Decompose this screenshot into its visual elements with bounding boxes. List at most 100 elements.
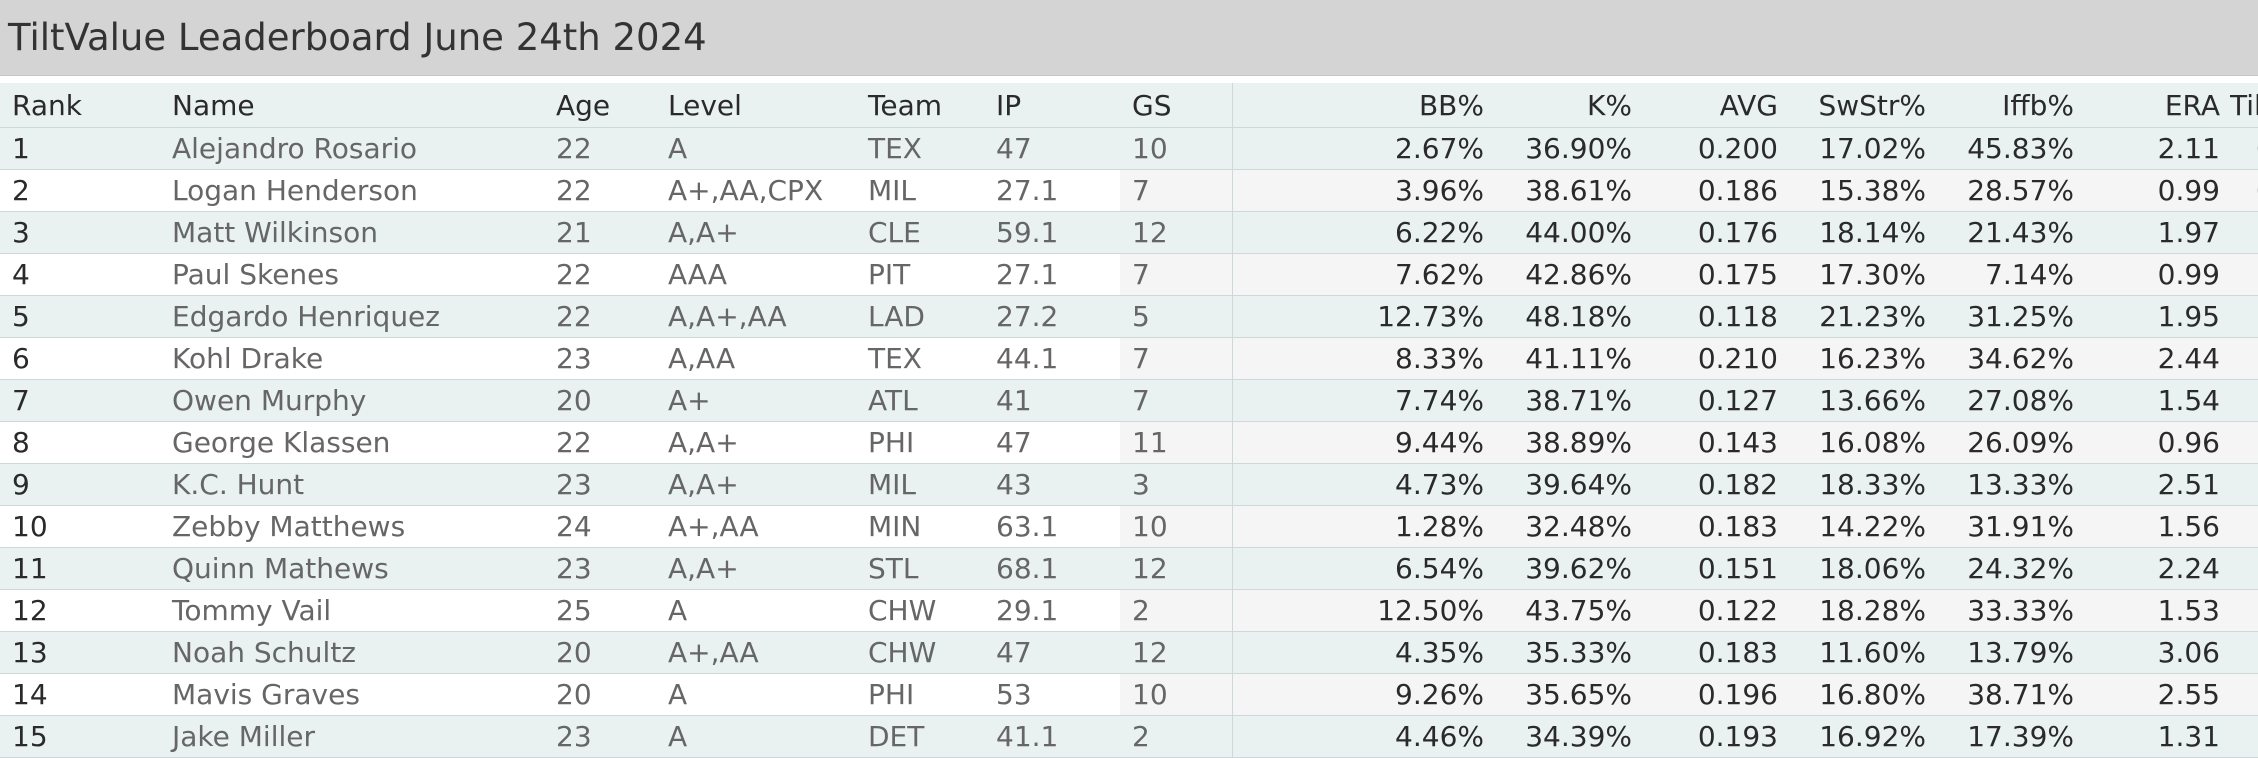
cell-k-pct: 38.61% (1494, 169, 1642, 212)
header-age: Age (544, 83, 656, 128)
cell-tiltvalue: 55.98 (2230, 337, 2258, 380)
cell-k-pct: 48.18% (1494, 295, 1642, 338)
table-row: 1 Alejandro Rosario 22 A TEX 47 10 2.67% 36.90% 0… (0, 127, 2258, 170)
cell-tiltvalue: 58.29 (2230, 253, 2258, 296)
cell-era: 0.99 (2084, 253, 2230, 296)
cell-bb-pct: 3.96% (1231, 169, 1494, 212)
cell-era: 1.54 (2084, 379, 2230, 422)
cell-swstr-pct: 17.30% (1788, 253, 1936, 296)
cell-level: A (656, 673, 856, 716)
cell-name: Noah Schultz (160, 631, 544, 674)
cell-tiltvalue: 54.13 (2230, 547, 2258, 590)
header-tiltvalue: TiltValue (2230, 83, 2258, 128)
table-row: 15 Jake Miller 23 A DET 41.1 2 4.46% 34.39% 0.193… (0, 715, 2258, 758)
cell-k-pct: 35.65% (1494, 673, 1642, 716)
cell-bb-pct: 4.35% (1231, 631, 1494, 674)
cell-iffb-pct: 45.83% (1936, 127, 2084, 170)
cell-team: PHI (856, 673, 984, 716)
header-rank: Rank (0, 83, 160, 128)
cell-level: A (656, 127, 856, 170)
cell-iffb-pct: 7.14% (1936, 253, 2084, 296)
cell-bb-pct: 12.73% (1231, 295, 1494, 338)
cell-ip: 68.1 (984, 547, 1120, 590)
cell-rank: 10 (0, 505, 160, 548)
cell-team: TEX (856, 337, 984, 380)
cell-tiltvalue: 63.22 (2230, 127, 2258, 170)
cell-level: A+,AA (656, 505, 856, 548)
cell-avg: 0.122 (1642, 589, 1788, 632)
cell-level: A (656, 715, 856, 758)
cell-name: Paul Skenes (160, 253, 544, 296)
cell-iffb-pct: 34.62% (1936, 337, 2084, 380)
cell-age: 25 (544, 589, 656, 632)
cell-rank: 8 (0, 421, 160, 464)
cell-swstr-pct: 21.23% (1788, 295, 1936, 338)
cell-avg: 0.118 (1642, 295, 1788, 338)
cell-swstr-pct: 16.92% (1788, 715, 1936, 758)
cell-ip: 29.1 (984, 589, 1120, 632)
header-ip: IP (984, 83, 1120, 128)
cell-avg: 0.186 (1642, 169, 1788, 212)
cell-avg: 0.200 (1642, 127, 1788, 170)
cell-era: 2.24 (2084, 547, 2230, 590)
table-row: 2 Logan Henderson 22 A+,AA,CPX MIL 27.1 7 3.96%… (0, 169, 2258, 212)
cell-name: Jake Miller (160, 715, 544, 758)
cell-name: Tommy Vail (160, 589, 544, 632)
cell-swstr-pct: 17.02% (1788, 127, 1936, 170)
cell-tiltvalue: 50.78 (2230, 631, 2258, 674)
cell-rank: 15 (0, 715, 160, 758)
cell-tiltvalue: 59.73 (2230, 211, 2258, 254)
cell-iffb-pct: 13.79% (1936, 631, 2084, 674)
cell-avg: 0.210 (1642, 337, 1788, 380)
cell-gs: 3 (1120, 463, 1232, 506)
table-row: 14 Mavis Graves 20 A PHI 53 10 9.26% 35.65% 0.196… (0, 673, 2258, 716)
cell-iffb-pct: 27.08% (1936, 379, 2084, 422)
cell-age: 22 (544, 169, 656, 212)
cell-rank: 9 (0, 463, 160, 506)
cell-ip: 27.1 (984, 253, 1120, 296)
cell-age: 23 (544, 715, 656, 758)
cell-level: A+ (656, 379, 856, 422)
cell-team: PHI (856, 421, 984, 464)
cell-tiltvalue: 54.64 (2230, 463, 2258, 506)
cell-k-pct: 38.71% (1494, 379, 1642, 422)
cell-swstr-pct: 13.66% (1788, 379, 1936, 422)
header-team: Team (856, 83, 984, 128)
cell-avg: 0.182 (1642, 463, 1788, 506)
cell-bb-pct: 12.50% (1231, 589, 1494, 632)
cell-age: 23 (544, 463, 656, 506)
cell-iffb-pct: 17.39% (1936, 715, 2084, 758)
cell-k-pct: 35.33% (1494, 631, 1642, 674)
cell-level: A+,AA (656, 631, 856, 674)
cell-team: CLE (856, 211, 984, 254)
cell-era: 2.44 (2084, 337, 2230, 380)
cell-bb-pct: 6.54% (1231, 547, 1494, 590)
cell-bb-pct: 9.44% (1231, 421, 1494, 464)
cell-team: LAD (856, 295, 984, 338)
cell-name: Logan Henderson (160, 169, 544, 212)
cell-bb-pct: 4.46% (1231, 715, 1494, 758)
cell-name: Matt Wilkinson (160, 211, 544, 254)
cell-iffb-pct: 28.57% (1936, 169, 2084, 212)
cell-rank: 13 (0, 631, 160, 674)
cell-level: A,A+ (656, 547, 856, 590)
cell-avg: 0.183 (1642, 505, 1788, 548)
cell-iffb-pct: 26.09% (1936, 421, 2084, 464)
cell-gs: 7 (1120, 337, 1232, 380)
cell-name: Owen Murphy (160, 379, 544, 422)
cell-iffb-pct: 31.25% (1936, 295, 2084, 338)
cell-name: Zebby Matthews (160, 505, 544, 548)
cell-swstr-pct: 18.14% (1788, 211, 1936, 254)
cell-era: 1.97 (2084, 211, 2230, 254)
cell-avg: 0.176 (1642, 211, 1788, 254)
cell-swstr-pct: 18.33% (1788, 463, 1936, 506)
header-level: Level (656, 83, 856, 128)
header-avg: AVG (1642, 83, 1788, 128)
cell-era: 1.56 (2084, 505, 2230, 548)
cell-ip: 47 (984, 127, 1120, 170)
cell-k-pct: 39.64% (1494, 463, 1642, 506)
cell-gs: 10 (1120, 127, 1232, 170)
table-row: 5 Edgardo Henriquez 22 A,A+,AA LAD 27.2 5 12.73… (0, 295, 2258, 338)
cell-age: 22 (544, 253, 656, 296)
header-name: Name (160, 83, 544, 128)
